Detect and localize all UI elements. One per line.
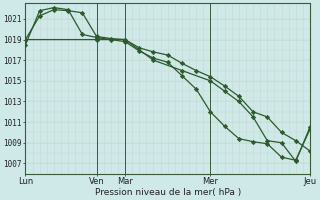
X-axis label: Pression niveau de la mer( hPa ): Pression niveau de la mer( hPa ) (95, 188, 241, 197)
